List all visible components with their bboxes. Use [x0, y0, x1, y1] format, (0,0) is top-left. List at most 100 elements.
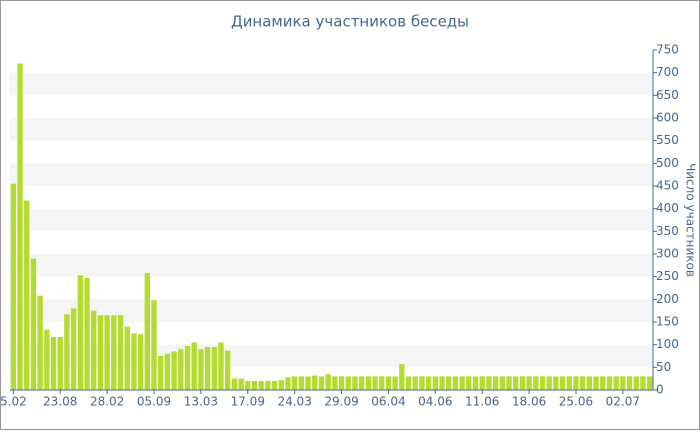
bar — [620, 376, 626, 390]
bar — [298, 376, 305, 390]
x-tick-label: 02.07 — [606, 395, 640, 409]
bar — [419, 376, 425, 390]
bar — [452, 376, 459, 390]
x-tick-label: 04.06 — [418, 395, 452, 409]
bar — [553, 376, 559, 390]
bar — [57, 336, 63, 390]
bar — [131, 333, 137, 390]
bar — [338, 376, 345, 390]
bar — [312, 375, 318, 390]
x-tick-label: 11.06 — [465, 395, 499, 409]
bar — [117, 315, 124, 390]
bar — [459, 376, 465, 390]
bar — [238, 378, 244, 390]
y-tick-label: 250 — [656, 269, 679, 283]
bar — [245, 380, 251, 390]
y-axis-title: Число участников — [684, 163, 698, 277]
x-tick-label: 05.09 — [137, 395, 171, 409]
bar — [506, 376, 512, 390]
bar — [37, 295, 43, 390]
grid-band — [10, 344, 653, 368]
bar — [633, 376, 639, 390]
bar — [365, 376, 372, 390]
bar — [17, 63, 23, 390]
x-tick-label: 18.06 — [512, 395, 546, 409]
x-tick-label: 17.09 — [231, 395, 265, 409]
bar — [271, 380, 278, 390]
bar — [151, 300, 157, 390]
bar — [358, 376, 365, 390]
bar — [30, 258, 37, 390]
bar — [492, 376, 499, 390]
bar — [84, 278, 90, 390]
y-tick-label: 400 — [656, 201, 679, 215]
y-tick-label: 200 — [656, 292, 679, 306]
grid-band — [10, 254, 653, 277]
bar — [178, 349, 184, 390]
bar — [198, 349, 204, 390]
y-tick-label: 650 — [656, 88, 679, 102]
bar — [573, 376, 579, 390]
y-tick-label: 450 — [656, 179, 679, 193]
bar — [278, 380, 284, 390]
x-tick-label: 28.02 — [90, 395, 124, 409]
bar — [158, 356, 164, 390]
bar — [104, 315, 110, 390]
bar — [97, 315, 104, 390]
grid-band — [10, 118, 653, 141]
bar — [218, 342, 224, 390]
x-tick-label: 13.03 — [184, 395, 218, 409]
bar — [171, 351, 177, 390]
bar — [265, 380, 271, 390]
bar — [399, 364, 405, 390]
x-tick-label: 23.08 — [43, 395, 77, 409]
bar — [479, 376, 485, 390]
y-tick-label: 750 — [656, 43, 679, 57]
bar — [184, 346, 191, 390]
x-tick-label: 06.04 — [371, 395, 405, 409]
bar — [291, 376, 298, 390]
y-tick-label: 600 — [656, 111, 679, 125]
bar — [318, 376, 325, 390]
bar — [446, 376, 452, 390]
bar — [204, 346, 211, 390]
bar — [325, 374, 331, 390]
bar — [432, 376, 438, 390]
bar — [526, 376, 532, 390]
bar — [124, 326, 130, 390]
bar — [486, 376, 492, 390]
bar — [613, 376, 619, 390]
bar — [472, 376, 479, 390]
x-tick-label: 5.02 — [0, 395, 27, 409]
y-tick-label: 150 — [656, 315, 679, 329]
bar — [646, 376, 653, 390]
bar — [519, 376, 526, 390]
bar — [50, 336, 57, 390]
x-tick-label: 29.09 — [324, 395, 358, 409]
y-tick-label: 350 — [656, 224, 679, 238]
grid-band — [10, 72, 653, 96]
bar — [533, 376, 539, 390]
bar — [559, 376, 566, 390]
bar — [64, 314, 70, 390]
bar — [10, 183, 17, 390]
bar — [144, 273, 150, 390]
bar — [231, 378, 238, 390]
bar — [44, 329, 50, 390]
y-tick-label: 700 — [656, 65, 679, 79]
bar — [24, 200, 30, 390]
bar — [372, 376, 378, 390]
y-tick-label: 500 — [656, 156, 679, 170]
bar — [466, 376, 472, 390]
bar — [352, 376, 358, 390]
chart-title: Динамика участников беседы — [231, 13, 469, 31]
x-tick-label: 25.06 — [559, 395, 593, 409]
bar — [412, 376, 418, 390]
bar — [305, 376, 311, 390]
x-tick-label: 24.03 — [277, 395, 311, 409]
bar — [111, 315, 117, 390]
bar — [546, 376, 552, 390]
bar — [600, 376, 606, 390]
grid-band — [10, 208, 653, 232]
bar — [164, 353, 171, 390]
